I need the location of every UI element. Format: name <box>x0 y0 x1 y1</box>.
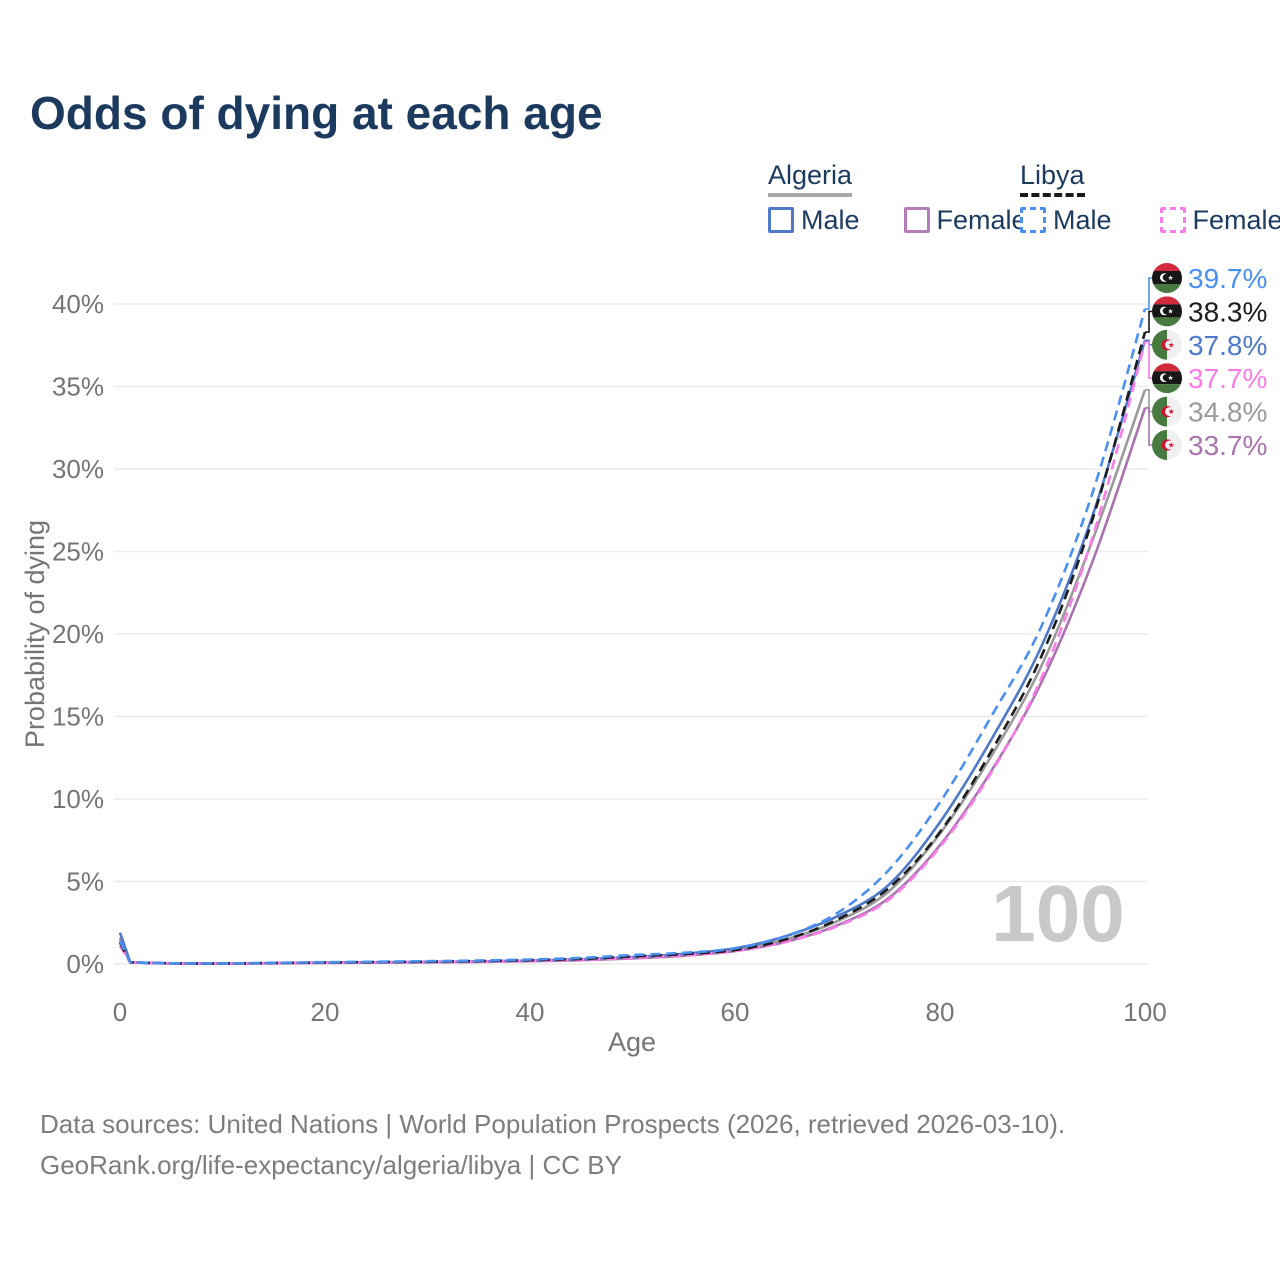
footer: Data sources: United Nations | World Pop… <box>40 1104 1065 1186</box>
libya-flag-icon <box>1152 296 1182 326</box>
legend-group-algeria: Algeria Male Female <box>768 160 1027 234</box>
label-leader-line <box>1145 341 1152 379</box>
label-leader-line <box>1145 277 1152 310</box>
end-label-libya-both: 38.3% <box>1145 296 1267 333</box>
y-tick-label: 15% <box>52 702 104 732</box>
grid-and-axes: 0% 5% 10% 15% 20% 25% 30% 35% 40% 0 20 40 60 80 100 <box>52 289 1167 1027</box>
end-label-algeria-male: 37.8% <box>1145 330 1267 361</box>
y-tick-label: 0% <box>66 949 104 979</box>
legend-item-algeria-male[interactable]: Male <box>768 206 860 234</box>
legend-item-label: Male <box>1053 205 1112 235</box>
label-leader-line <box>1145 389 1152 413</box>
x-tick-label: 100 <box>1123 997 1166 1027</box>
y-axis-title: Probability of dying <box>20 520 50 748</box>
x-tick-label: 20 <box>311 997 340 1027</box>
legend-country-algeria[interactable]: Algeria <box>768 160 853 197</box>
libya-flag-icon <box>1152 263 1182 293</box>
attribution-line: GeoRank.org/life-expectancy/algeria/liby… <box>40 1150 622 1180</box>
y-tick-label: 25% <box>52 537 104 567</box>
libya-female-swatch-icon <box>1159 207 1186 233</box>
x-tick-label: 60 <box>721 997 750 1027</box>
end-label-value: 37.8% <box>1188 330 1267 361</box>
label-leader-line <box>1145 407 1152 446</box>
legend-item-label: Female <box>936 205 1027 235</box>
end-label-libya-female: 37.7% <box>1145 341 1267 394</box>
y-tick-label: 30% <box>52 454 104 484</box>
algeria-flag-icon <box>1152 430 1182 460</box>
series-line-libya-male[interactable] <box>118 308 1147 965</box>
y-tick-label: 5% <box>66 867 104 897</box>
end-label-libya-male: 39.7% <box>1145 263 1267 310</box>
y-tick-label: 40% <box>52 289 104 319</box>
x-tick-label: 40 <box>516 997 545 1027</box>
algeria-flag-icon <box>1152 397 1182 427</box>
libya-flag-icon <box>1152 363 1182 393</box>
x-tick-label: 80 <box>926 997 955 1027</box>
x-axis-title: Age <box>608 1027 656 1057</box>
legend-item-label: Male <box>801 205 860 235</box>
legend-item-libya-male[interactable]: Male <box>1020 206 1112 234</box>
data-source-line: Data sources: United Nations | World Pop… <box>40 1109 1066 1139</box>
hovered-age-watermark: 100 <box>991 869 1124 958</box>
y-tick-label: 35% <box>52 372 104 402</box>
series-lines <box>118 308 1147 965</box>
page-title: Odds of dying at each age <box>30 87 603 139</box>
y-tick-label: 10% <box>52 784 104 814</box>
algeria-male-swatch-icon <box>768 207 794 233</box>
label-leader-line <box>1145 310 1152 333</box>
libya-male-swatch-icon <box>1020 207 1046 233</box>
end-label-value: 39.7% <box>1188 263 1267 294</box>
end-label-value: 38.3% <box>1188 296 1267 327</box>
legend-group-libya: Libya Male Female <box>1020 160 1280 234</box>
end-label-algeria-both: 34.8% <box>1145 389 1267 428</box>
algeria-flag-icon <box>1152 330 1182 360</box>
legend-country-libya[interactable]: Libya <box>1020 160 1085 197</box>
legend-row-algeria: Male Female <box>768 206 1027 234</box>
legend-item-algeria-female[interactable]: Female <box>903 205 1027 235</box>
y-tick-label: 20% <box>52 619 104 649</box>
legend-item-label: Female <box>1192 205 1280 235</box>
end-labels: 39.7%38.3%37.8%37.7%34.8%33.7% <box>1145 263 1267 461</box>
algeria-female-swatch-icon <box>903 207 930 233</box>
end-label-value: 33.7% <box>1188 430 1267 461</box>
legend-row-libya: Male Female <box>1020 206 1280 234</box>
x-tick-label: 0 <box>113 997 127 1027</box>
end-label-value: 34.8% <box>1188 397 1267 428</box>
end-label-value: 37.7% <box>1188 363 1267 394</box>
end-label-algeria-female: 33.7% <box>1145 407 1267 461</box>
legend-item-libya-female[interactable]: Female <box>1159 205 1280 235</box>
